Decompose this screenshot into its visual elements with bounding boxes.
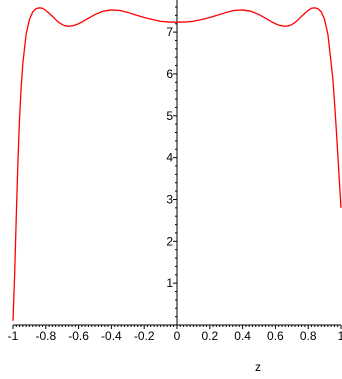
x-tick-label: 1	[338, 329, 342, 343]
x-tick-label: 0	[174, 329, 181, 343]
y-tick-label: 6	[166, 67, 173, 81]
x-tick-label: -0.2	[134, 329, 155, 343]
x-tick-label: -0.6	[68, 329, 89, 343]
y-tick-label: 1	[166, 276, 173, 290]
x-axis-label: z	[255, 360, 261, 374]
x-tick-label: -0.4	[101, 329, 122, 343]
y-tick-label: 5	[166, 109, 173, 123]
tick-marks	[12, 6, 342, 329]
x-tick-label: -1	[8, 329, 19, 343]
y-tick-label: 3	[166, 192, 173, 206]
y-tick-label: 2	[166, 234, 173, 248]
tick-labels: -1 -0.8 -0.6 -0.4 -0.2 0 0.2 0.4 0.6 0.8 1 1 2 3 4 5 6 7	[8, 25, 342, 343]
x-tick-label: 0.4	[234, 329, 251, 343]
x-tick-label: 0.8	[300, 329, 317, 343]
y-tick-label: 7	[166, 25, 173, 39]
y-tick-label: 4	[166, 151, 173, 165]
x-tick-label: 0.6	[267, 329, 284, 343]
x-tick-label: 0.2	[201, 329, 218, 343]
x-tick-label: -0.8	[35, 329, 56, 343]
series-line	[12, 7, 342, 321]
